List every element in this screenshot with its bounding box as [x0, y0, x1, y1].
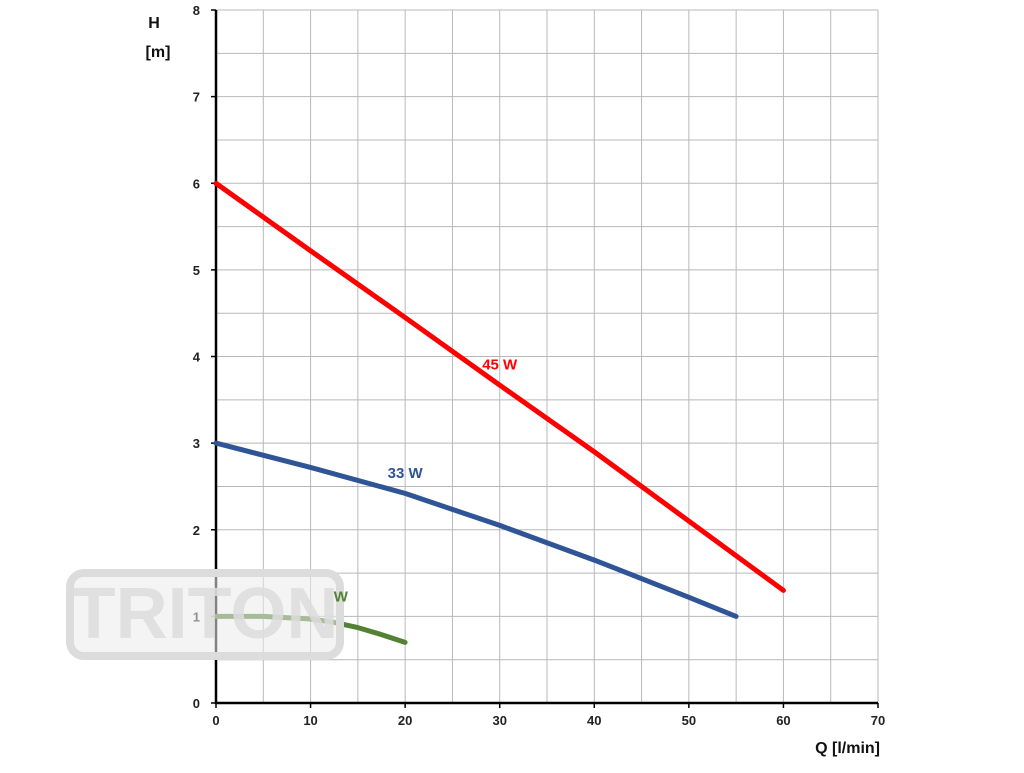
- y-tick-label: 5: [193, 263, 200, 278]
- x-tick-label: 50: [682, 713, 696, 728]
- y-axis-title-symbol: H: [148, 15, 160, 32]
- watermark: TRITON: [66, 569, 344, 660]
- x-tick-label: 0: [212, 713, 219, 728]
- x-tick-label: 60: [776, 713, 790, 728]
- y-axis-title-unit: [m]: [146, 44, 171, 61]
- series-line-1: [213, 180, 786, 593]
- x-tick-label: 70: [871, 713, 885, 728]
- series-line-2: [213, 440, 739, 619]
- series-label-1: 45 W: [482, 356, 518, 373]
- x-tick-label: 20: [398, 713, 412, 728]
- x-tick-label: 30: [492, 713, 506, 728]
- y-tick-label: 2: [193, 523, 200, 538]
- y-tick-label: 4: [193, 350, 201, 365]
- series-labels: 45 W 33 W W: [334, 356, 518, 605]
- x-axis-title: Q [l/min]: [815, 740, 880, 757]
- watermark-frame: [66, 569, 344, 660]
- y-tick-label: 6: [193, 176, 200, 191]
- x-tick-label: 10: [303, 713, 317, 728]
- grid: [215, 9, 879, 704]
- y-tick-label: 0: [193, 696, 200, 711]
- series-label-3: W: [334, 589, 349, 606]
- y-tick-label: 7: [193, 90, 200, 105]
- watermark-logo: TRITON: [72, 574, 339, 654]
- x-tick-label: 40: [587, 713, 601, 728]
- y-tick-label: 3: [193, 436, 200, 451]
- y-tick-label: 8: [193, 3, 200, 18]
- series-label-2: 33 W: [388, 465, 424, 482]
